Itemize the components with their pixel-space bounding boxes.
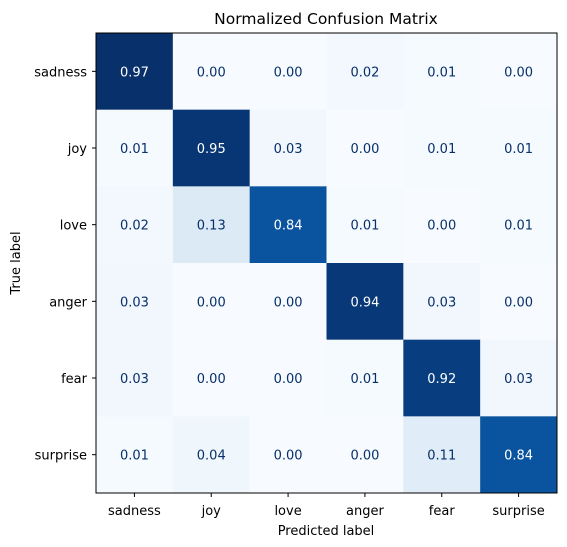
heatmap-cells — [96, 33, 558, 494]
heatmap-cell — [403, 109, 481, 187]
x-tick-label: love — [274, 504, 301, 519]
y-tick-label: anger — [49, 295, 87, 310]
chart-title: Normalized Confusion Matrix — [214, 10, 438, 28]
heatmap-cell — [172, 263, 251, 341]
cell-value-label: 0.01 — [350, 219, 379, 234]
cell-value-label: 0.01 — [120, 142, 149, 157]
cell-value-label: 0.84 — [504, 449, 533, 464]
heatmap-cell — [172, 416, 251, 494]
heatmap-cell — [249, 109, 327, 187]
y-tick-label: surprise — [35, 449, 87, 464]
heatmap-cell — [96, 416, 174, 494]
heatmap-cell — [249, 33, 327, 111]
cell-value-label: 0.04 — [197, 449, 226, 464]
heatmap-cell — [172, 186, 251, 264]
cell-value-label: 0.01 — [504, 219, 533, 234]
x-tick-label: joy — [201, 504, 222, 519]
x-tick-label: sadness — [108, 504, 161, 519]
x-tick-label: anger — [346, 504, 384, 519]
cell-value-label: 0.11 — [427, 449, 456, 464]
heatmap-cell — [403, 339, 481, 417]
heatmap-cell — [480, 339, 558, 417]
heatmap-cell — [403, 416, 481, 494]
heatmap-cell — [326, 263, 404, 341]
cell-value-label: 0.01 — [504, 142, 533, 157]
cell-value-label: 0.95 — [197, 142, 226, 157]
cell-value-label: 0.02 — [350, 65, 379, 80]
y-axis-label: True label — [9, 231, 24, 295]
heatmap-cell — [172, 109, 251, 187]
heatmap-cell — [326, 33, 404, 111]
cell-value-label: 0.92 — [427, 372, 456, 387]
cell-value-label: 0.00 — [504, 65, 533, 80]
cell-value-label: 0.03 — [274, 142, 303, 157]
heatmap-cell — [480, 33, 558, 111]
cell-value-label: 0.00 — [274, 372, 303, 387]
cell-value-label: 0.02 — [120, 219, 149, 234]
heatmap-cell — [249, 263, 327, 341]
x-axis-label: Predicted label — [278, 524, 375, 539]
heatmap-cell — [480, 186, 558, 264]
cell-value-label: 0.00 — [350, 142, 379, 157]
cell-value-label: 0.03 — [120, 295, 149, 310]
cell-value-label: 0.03 — [504, 372, 533, 387]
cell-value-label: 0.00 — [197, 65, 226, 80]
x-tick-label: surprise — [492, 504, 544, 519]
heatmap-cell — [403, 33, 481, 111]
heatmap-cell — [403, 263, 481, 341]
cell-value-label: 0.01 — [120, 449, 149, 464]
heatmap-cell — [326, 339, 404, 417]
heatmap-cell — [480, 109, 558, 187]
cell-value-label: 0.00 — [504, 295, 533, 310]
cell-value-label: 0.00 — [274, 449, 303, 464]
heatmap-cell — [96, 263, 174, 341]
cell-value-label: 0.00 — [197, 295, 226, 310]
cell-value-label: 0.84 — [274, 219, 303, 234]
cell-value-label: 0.03 — [120, 372, 149, 387]
heatmap-cell — [249, 186, 327, 264]
y-axis-ticks: sadness joy love anger fear surprise — [34, 65, 96, 464]
heatmap-cell — [96, 339, 174, 417]
cell-value-label: 0.00 — [274, 295, 303, 310]
heatmap-cell — [172, 339, 251, 417]
y-tick-label: love — [60, 219, 87, 234]
heatmap-cell — [249, 339, 327, 417]
heatmap-cell — [480, 263, 558, 341]
cell-value-label: 0.94 — [350, 295, 379, 310]
y-tick-label: sadness — [34, 65, 87, 80]
cell-value-label: 0.97 — [120, 65, 149, 80]
heatmap-cell — [96, 33, 174, 111]
y-tick-label: joy — [67, 142, 88, 157]
heatmap-cell — [326, 109, 404, 187]
cell-value-label: 0.03 — [427, 295, 456, 310]
y-tick-label: fear — [61, 372, 88, 387]
cell-value-label: 0.01 — [427, 142, 456, 157]
cell-value-labels: 0.97 0.00 0.00 0.02 0.01 0.00 0.01 0.95 0.03 0.00… — [120, 65, 533, 463]
cell-value-label: 0.01 — [350, 372, 379, 387]
x-axis-ticks: sadness joy love anger fear surprise — [108, 493, 545, 519]
plot-frame — [95, 32, 558, 494]
cell-value-label: 0.00 — [350, 449, 379, 464]
cell-value-label: 0.01 — [427, 65, 456, 80]
heatmap-cell — [480, 416, 558, 494]
cell-value-label: 0.00 — [427, 219, 456, 234]
heatmap-cell — [172, 33, 251, 111]
heatmap-cell — [326, 416, 404, 494]
heatmap-cell — [96, 109, 174, 187]
heatmap-cell — [403, 186, 481, 264]
x-tick-label: fear — [429, 504, 456, 519]
heatmap-cell — [326, 186, 404, 264]
cell-value-label: 0.00 — [274, 65, 303, 80]
cell-value-label: 0.00 — [197, 372, 226, 387]
heatmap-cell — [96, 186, 174, 264]
heatmap-cell — [249, 416, 327, 494]
cell-value-label: 0.13 — [197, 219, 226, 234]
